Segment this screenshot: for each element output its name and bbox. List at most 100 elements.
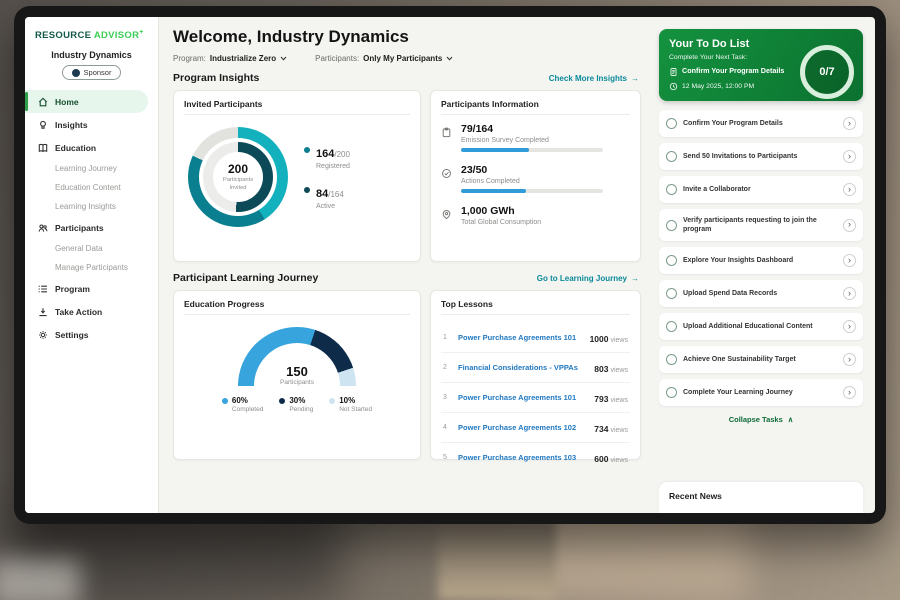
sidebar-item-education[interactable]: Education [25,136,158,159]
lesson-views: 600 [594,453,609,464]
legend-label: Registered [316,163,350,170]
views-label: views [610,336,628,344]
info-label: Total Global Consumption [461,219,542,226]
task-send-invitations[interactable]: Send 50 Invitations to Participants › [659,143,863,170]
chevron-right-icon[interactable]: › [843,150,856,163]
task-label: Upload Spend Data Records [683,290,778,298]
chevron-right-icon[interactable]: › [843,287,856,301]
sidebar-subitem-label: Education Content [55,183,121,193]
sidebar-item-participants[interactable]: Participants [25,216,158,239]
task-label: Verify participants requesting to join t… [683,217,817,234]
info-row-actions-completed: 23/50 Actions Completed [441,164,630,193]
people-icon [37,222,48,233]
legend-dot [221,398,228,404]
lesson-link[interactable]: Power Purchase Agreements 102 [458,423,577,432]
todo-subtitle: Complete Your Next Task: [669,54,748,61]
sidebar-item-take-action[interactable]: Take Action [25,300,158,323]
lesson-link[interactable]: Power Purchase Agreements 103 [458,453,577,462]
chevron-right-icon[interactable]: › [843,386,856,400]
lesson-link[interactable]: Power Purchase Agreements 101 [458,393,577,402]
sidebar-item-program[interactable]: Program [25,277,158,300]
document-icon [670,68,677,76]
sidebar-item-insights[interactable]: Insights [25,113,158,136]
check-more-insights-link[interactable]: Check More Insights → [549,74,639,83]
task-checkbox[interactable] [666,354,677,366]
task-checkbox[interactable] [666,288,677,300]
donut-center-value: 200 [227,162,249,177]
lesson-views: 1000 [589,333,609,344]
legend-item-registered: 164/200 Registered [304,144,350,170]
book-icon [37,142,48,153]
chevron-right-icon[interactable]: › [843,320,856,334]
sponsor-badge[interactable]: Sponsor [61,65,122,81]
program-label: Program: [173,54,206,63]
gear-icon [37,329,48,340]
gauge-center-label: Participants [280,379,314,386]
education-progress-gauge: 150 Participants [238,327,356,386]
sidebar-item-label: Settings [55,329,89,340]
sidebar-subitem-label: Learning Insights [55,202,116,212]
todo-next-task-label: Confirm Your Program Details [682,66,785,75]
task-invite-collaborator[interactable]: Invite a Collaborator › [659,176,863,203]
task-explore-insights[interactable]: Explore Your Insights Dashboard › [659,247,863,275]
task-confirm-program-details[interactable]: Confirm Your Program Details › [659,110,863,137]
legend-dot [304,147,310,153]
task-complete-learning-journey[interactable]: Complete Your Learning Journey › [659,379,863,407]
sidebar-item-learning-insights[interactable]: Learning Insights [25,197,158,216]
chevron-right-icon[interactable]: › [843,183,856,196]
views-label: views [610,456,628,464]
sidebar-item-learning-journey[interactable]: Learning Journey [25,159,158,178]
views-label: views [610,366,628,374]
lesson-views: 793 [594,393,609,404]
lesson-link[interactable]: Power Purchase Agreements 101 [458,333,577,342]
sponsor-badge-label: Sponsor [83,68,112,78]
task-achieve-sustainability-target[interactable]: Achieve One Sustainability Target › [659,346,863,374]
page-title: Welcome, Industry Dynamics [173,27,409,46]
card-title: Invited Participants [184,99,410,115]
task-checkbox[interactable] [666,184,677,195]
sidebar-item-settings[interactable]: Settings [25,323,158,346]
lesson-row: 1 Power Purchase Agreements 101 1000 view… [441,323,630,353]
task-checkbox[interactable] [666,219,677,231]
legend-item-completed: 60% Completed [221,396,263,413]
info-value: 79/164 [461,123,494,135]
list-icon [37,283,48,294]
dashboard-screen: RESOURCE ADVISOR+ Industry Dynamics Spon… [25,17,875,513]
chevron-right-icon[interactable]: › [843,117,856,130]
views-label: views [610,426,628,434]
task-upload-educational-content[interactable]: Upload Additional Educational Content › [659,313,863,341]
sidebar-item-general-data[interactable]: General Data [25,239,158,258]
sidebar-item-education-content[interactable]: Education Content [25,178,158,197]
task-verify-participants[interactable]: Verify participants requesting to join t… [659,209,863,242]
sidebar-item-home[interactable]: Home [25,90,148,114]
sponsor-icon [71,68,80,77]
chevron-right-icon[interactable]: › [843,353,856,367]
sidebar: RESOURCE ADVISOR+ Industry Dynamics Spon… [25,17,159,513]
task-checkbox[interactable] [666,151,677,162]
task-checkbox[interactable] [666,321,677,333]
chevron-right-icon[interactable]: › [843,254,856,268]
task-checkbox[interactable] [666,118,677,129]
collapse-tasks-link[interactable]: Collapse Tasks ∧ [659,415,863,424]
sidebar-nav: Home Insights Education [25,90,158,346]
todo-next-task[interactable]: Confirm Your Program Details [669,66,799,77]
info-row-global-consumption: 1,000 GWh Total Global Consumption [441,205,630,230]
task-upload-spend-data[interactable]: Upload Spend Data Records › [659,280,863,308]
info-value: 23/50 [461,164,488,176]
donut-center: 200 Participants Invited [188,127,288,227]
go-to-learning-journey-link[interactable]: Go to Learning Journey → [537,274,639,283]
invited-donut-ring-inner [203,142,273,212]
task-label: Upload Additional Educational Content [683,323,813,331]
participants-dropdown[interactable]: Participants: Only My Participants [315,54,453,63]
chevron-up-icon: ∧ [787,415,794,425]
task-checkbox[interactable] [666,387,677,399]
sidebar-item-label: Program [55,283,90,294]
lesson-link[interactable]: Financial Considerations - VPPAs [458,363,578,372]
program-dropdown[interactable]: Program: Industrialize Zero [173,54,287,63]
chevron-right-icon[interactable]: › [843,218,856,232]
lesson-rank: 3 [443,394,447,401]
sidebar-item-manage-participants[interactable]: Manage Participants [25,258,158,277]
task-checkbox[interactable] [666,255,677,267]
lesson-row: 4 Power Purchase Agreements 102 734 views [441,413,630,443]
program-value: Industrialize Zero [209,54,277,63]
